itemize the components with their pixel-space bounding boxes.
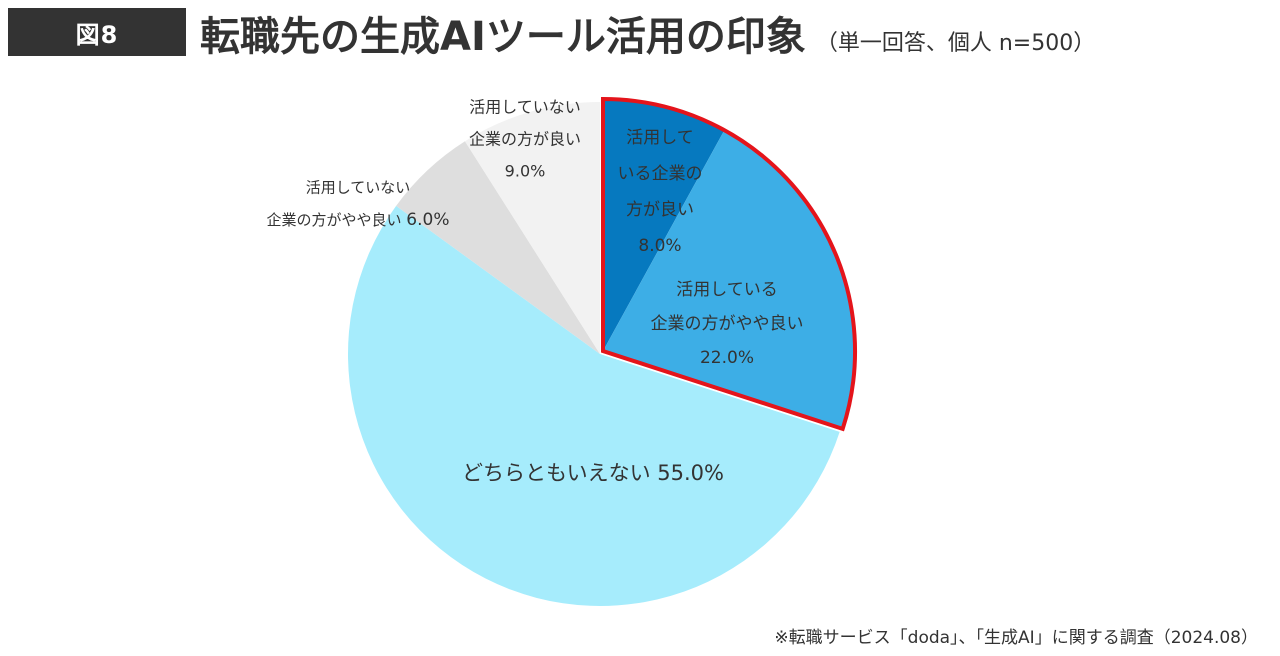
pie-slice-use_somewhat bbox=[603, 130, 856, 429]
pie-value-use_somewhat: 22.0% bbox=[700, 348, 754, 368]
pie-label-neither-text: どちらともいえない bbox=[462, 461, 657, 485]
pie-slice-notuse_good bbox=[464, 102, 600, 354]
pie-label-notuse_good-line-1: 企業の方が良い bbox=[469, 130, 581, 149]
chart-subtitle: （単一回答、個人 n=500） bbox=[815, 31, 1096, 56]
title-row: 転職先の生成AIツール活用の印象 （単一回答、個人 n=500） bbox=[200, 4, 1095, 60]
pie-slice-use_good bbox=[603, 99, 725, 351]
source-note: ※転職サービス「doda」、「生成AI」に関する調査（2024.08） bbox=[774, 628, 1258, 648]
pie-label-notuse_somewhat-line-0: 活用していない bbox=[306, 179, 411, 197]
chart-title: 転職先の生成AIツール活用の印象 bbox=[200, 14, 806, 60]
pie-value-notuse_good: 9.0% bbox=[505, 162, 546, 181]
pie-label-use_somewhat-line-1: 企業の方がやや良い bbox=[651, 314, 804, 334]
pie-label-neither-line-0: どちらともいえない 55.0% bbox=[462, 461, 724, 485]
pie-slice-neither bbox=[348, 205, 840, 606]
pie-slices bbox=[348, 99, 856, 606]
pie-label-notuse_somewhat-line-1: 企業の方がやや良い 6.0% bbox=[267, 210, 450, 230]
pie-label-use_good-line-1: いる企業の bbox=[618, 164, 703, 184]
highlight-outline bbox=[601, 96, 857, 432]
pie-value-notuse_somewhat: 6.0% bbox=[406, 210, 449, 230]
pie-labels: 活用している企業の方が良い8.0%活用している企業の方がやや良い22.0%どちら… bbox=[267, 98, 804, 486]
figure-label: 図8 bbox=[75, 20, 119, 49]
pie-value-neither: 55.0% bbox=[657, 461, 724, 485]
pie-label-use_somewhat-line-0: 活用している bbox=[676, 280, 778, 300]
pie-value-use_good: 8.0% bbox=[638, 236, 681, 256]
pie-label-notuse_good-line-0: 活用していない bbox=[469, 98, 581, 117]
pie-slice-notuse_somewhat bbox=[396, 141, 600, 354]
figure-badge: 図8 bbox=[8, 8, 186, 56]
pie-label-use_good-line-2: 方が良い bbox=[626, 200, 694, 220]
pie-label-notuse_somewhat-text: 企業の方がやや良い bbox=[267, 211, 407, 229]
pie-label-use_good-line-0: 活用して bbox=[626, 128, 694, 148]
